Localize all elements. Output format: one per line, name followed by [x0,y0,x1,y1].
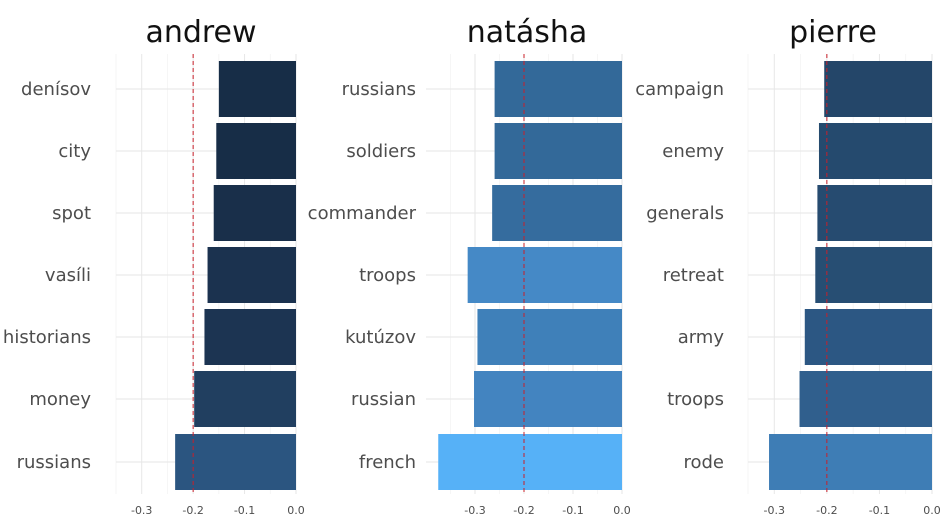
category-label: russian [351,389,416,410]
x-tick-label: 0.0 [613,504,631,517]
category-label: commander [308,203,417,224]
category-label: enemy [662,141,724,162]
panel-title: natásha [467,15,588,50]
category-label: troops [667,389,724,410]
bar-4 [204,309,296,365]
chart-panel-1: russians soldiers commander troops kutúzov ru… [308,15,631,517]
bar-2 [817,185,932,241]
chart-panel-2: campaign enemy generals retreat army troops ro… [635,15,941,517]
bar-6 [438,434,622,490]
bar-1 [818,123,932,179]
category-label: russians [17,452,91,473]
bar-1 [494,123,622,179]
bar-5 [799,371,932,427]
bar-3 [207,247,296,303]
bar-0 [218,61,296,117]
bar-0 [824,61,932,117]
bar-2 [213,185,296,241]
category-label: army [678,327,725,348]
bar-5 [194,371,296,427]
chart-panel-0: denísov city spot vasíli historians money russ… [3,15,305,517]
x-tick-label: 0.0 [923,504,941,517]
bar-6 [769,434,932,490]
category-label: retreat [663,265,724,286]
bar-3 [467,247,622,303]
category-label: historians [3,327,91,348]
category-label: city [58,141,91,162]
category-label: troops [359,265,416,286]
category-label: money [29,389,91,410]
bar-4 [804,309,932,365]
category-label: french [359,452,416,473]
x-tick-label: -0.3 [464,504,485,517]
category-label: spot [52,203,91,224]
bar-2 [492,185,622,241]
category-label: generals [646,203,724,224]
x-tick-label: -0.2 [182,504,203,517]
x-tick-label: -0.3 [764,504,785,517]
bar-0 [494,61,622,117]
x-tick-label: 0.0 [287,504,305,517]
bar-3 [815,247,932,303]
x-tick-label: -0.1 [562,504,583,517]
x-tick-label: -0.3 [131,504,152,517]
bar-6 [175,434,296,490]
x-tick-label: -0.2 [513,504,534,517]
category-label: soldiers [346,141,416,162]
category-label: rode [683,452,724,473]
category-label: kutúzov [345,327,416,348]
category-label: vasíli [45,265,91,286]
x-tick-label: -0.1 [234,504,255,517]
bar-4 [477,309,622,365]
bar-5 [474,371,622,427]
x-tick-label: -0.1 [869,504,890,517]
x-tick-label: -0.2 [816,504,837,517]
category-label: denísov [21,79,91,100]
panel-title: pierre [789,15,877,50]
bar-1 [216,123,296,179]
category-label: russians [342,79,416,100]
category-label: campaign [635,79,724,100]
panel-title: andrew [145,15,256,50]
